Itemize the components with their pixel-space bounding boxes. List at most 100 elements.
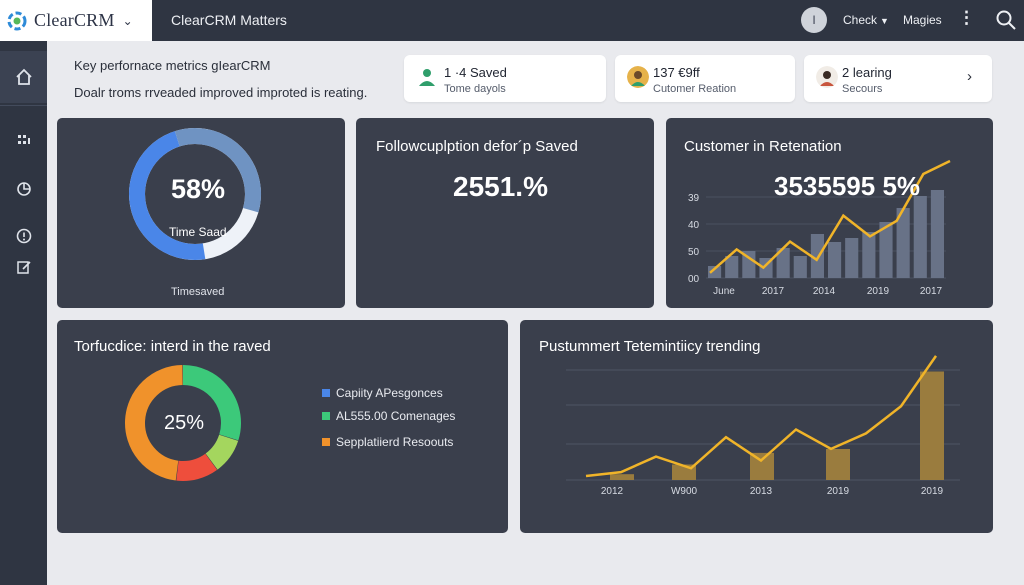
x-tick-label: 2014 — [813, 286, 836, 297]
person-icon — [419, 69, 435, 86]
turnover-percent: 25% — [164, 412, 205, 434]
y-tick-label: 50 — [688, 247, 700, 258]
donut-slice — [129, 131, 206, 260]
donut-slice — [182, 365, 241, 441]
info-icon[interactable] — [0, 224, 47, 248]
time-saved-donut — [129, 128, 261, 260]
bar — [896, 208, 910, 278]
bar — [742, 251, 756, 278]
stat-card-learning[interactable]: 2 learing Secours › — [804, 55, 992, 102]
edit-icon[interactable] — [0, 255, 47, 279]
x-tick-label: June — [713, 286, 735, 297]
bar — [930, 190, 944, 278]
legend-swatch — [322, 389, 330, 397]
top-bar: ClearCRM ⌄ ClearCRM Matters I Check ▼ Mag… — [0, 0, 1024, 41]
donut-slice — [174, 128, 261, 213]
bar — [920, 371, 944, 480]
grid-icon[interactable] — [0, 128, 47, 152]
x-tick-label: 2019 — [867, 286, 890, 297]
brand-switcher[interactable]: ClearCRM ⌄ — [0, 0, 152, 41]
page-heading: Key perfornace metrics gIearCRM — [74, 58, 271, 73]
stat-value: 2 learing — [842, 65, 892, 80]
bar — [776, 248, 790, 278]
bar — [879, 222, 893, 278]
time-saved-card: 58% Time Saad Timesaved — [57, 118, 345, 308]
app-title: ClearCRM Matters — [171, 12, 287, 28]
x-tick-label: 2019 — [827, 486, 850, 497]
stat-value: 137 €9ff — [653, 65, 700, 80]
chevron-right-icon[interactable]: › — [967, 68, 972, 85]
stat-label: Tome dayols — [444, 83, 506, 95]
time-saved-caption: Timesaved — [171, 286, 225, 298]
search-icon[interactable] — [995, 9, 1017, 31]
followup-title: Followcuplption defor´p Saved — [376, 138, 578, 155]
magies-menu[interactable]: Magies — [903, 13, 942, 27]
bar — [610, 474, 634, 480]
sidebar — [0, 41, 47, 585]
check-menu[interactable]: Check ▼ — [843, 13, 889, 27]
brand-logo-icon — [7, 11, 27, 30]
x-tick-label: 2013 — [750, 486, 773, 497]
stat-label: Secours — [842, 83, 883, 95]
legend-swatch — [322, 438, 330, 446]
check-label: Check — [843, 13, 878, 27]
bar — [828, 242, 842, 278]
x-tick-label: 2019 — [921, 486, 944, 497]
legend-label: AL555.00 Comenages — [336, 409, 456, 423]
y-tick-label: 40 — [688, 220, 700, 231]
bar — [845, 238, 859, 278]
turnover-card: Torfucdice: interd in the raved 25% Capi… — [57, 320, 508, 533]
donut-slice — [125, 365, 184, 481]
legend-swatch — [322, 412, 330, 420]
legend-item: Sepplatiierd Resoouts — [322, 435, 453, 449]
turnover-title: Torfucdice: interd in the raved — [74, 338, 271, 355]
stat-value: 1 ·4 Saved — [444, 65, 507, 80]
bar — [913, 196, 927, 278]
trending-title: Pustummert Tetemintiicy trending — [539, 338, 761, 355]
avatar-icon — [816, 66, 838, 88]
bar — [826, 449, 850, 480]
avatar-icon — [627, 66, 649, 88]
legend-label: Sepplatiierd Resoouts — [336, 435, 454, 449]
legend-item: Capiity APesgonces — [322, 386, 443, 400]
bar — [793, 256, 807, 278]
time-saved-inner-label: Time Saad — [169, 225, 227, 239]
followup-value: 2551.% — [453, 171, 548, 202]
series-line — [585, 355, 938, 478]
bar — [862, 232, 876, 278]
bar — [708, 266, 722, 278]
page-subheading: Doalr troms rrveaded improved improted i… — [74, 85, 368, 100]
x-tick-label: 2017 — [762, 286, 785, 297]
sidebar-divider — [0, 105, 47, 106]
caret-down-icon: ▼ — [880, 16, 889, 26]
user-avatar[interactable]: I — [801, 7, 827, 33]
bar — [810, 234, 824, 278]
bar — [750, 452, 774, 480]
home-icon[interactable] — [0, 51, 47, 103]
chart-icon[interactable] — [0, 177, 47, 201]
more-icon[interactable]: ⋮ — [958, 8, 975, 27]
turnover-donut — [125, 365, 241, 481]
x-tick-label: W900 — [671, 486, 698, 497]
stat-card-saved[interactable]: 1 ·4 Saved Tome dayols — [404, 55, 606, 102]
donut-slice — [205, 434, 239, 470]
brand-name: ClearCRM — [34, 10, 115, 30]
time-saved-percent: 58% — [171, 174, 226, 204]
stat-card-retention[interactable]: 137 €9ff Cutomer Reation — [615, 55, 795, 102]
bar — [725, 256, 739, 278]
legend-label: Capiity APesgonces — [336, 386, 443, 400]
x-tick-label: 2012 — [601, 486, 624, 497]
followup-card: Followcuplption defor´p Saved 2551.% — [356, 118, 654, 308]
y-tick-label: 39 — [688, 193, 700, 204]
retention-value: 3535595 5% — [774, 171, 921, 201]
donut-slice — [176, 453, 218, 481]
retention-title: Customer in Retenation — [684, 138, 842, 155]
stat-label: Cutomer Reation — [653, 83, 737, 95]
y-tick-label: 00 — [688, 274, 700, 285]
trending-card: Pustummert Tetemintiicy trending 2012 W90… — [520, 320, 993, 533]
chevron-down-icon[interactable]: ⌄ — [122, 13, 133, 28]
trending-chart: 2012 W900 2013 2019 2019 — [566, 355, 960, 497]
retention-chart: 00 50 40 39 June 2017 2014 2019 2017 — [688, 159, 951, 297]
x-tick-label: 2017 — [920, 286, 943, 297]
legend-item: AL555.00 Comenages — [322, 409, 455, 423]
